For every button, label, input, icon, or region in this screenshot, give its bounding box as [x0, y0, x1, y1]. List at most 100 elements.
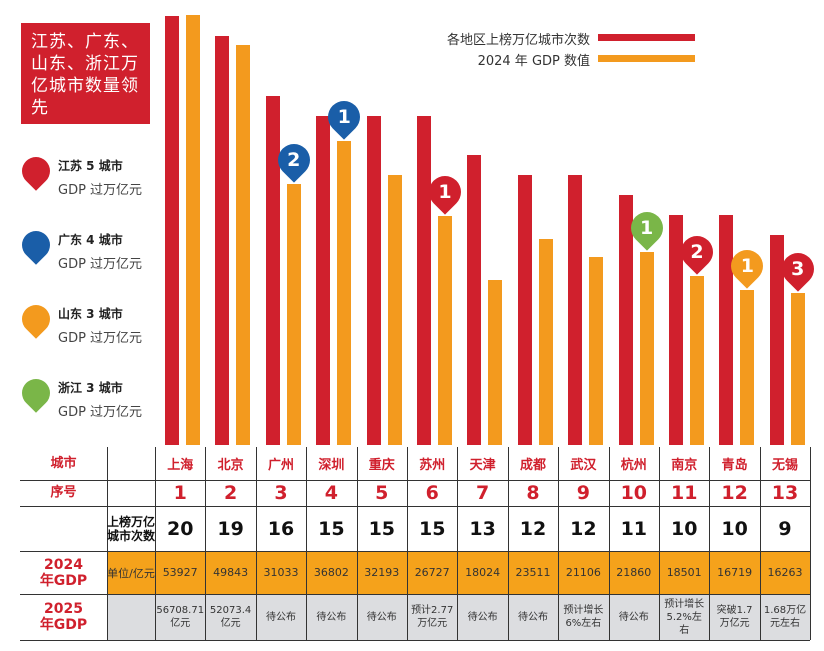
- table-divider: [20, 551, 810, 552]
- gdp2024-value: 36802: [313, 566, 349, 579]
- bar-gdp-杭州: [639, 251, 654, 445]
- gdp2024-value: 16719: [717, 566, 753, 579]
- bar-count-广州: [265, 95, 280, 445]
- rank-number: 5: [375, 482, 389, 504]
- legend-province: 江苏 5 城市 GDP 过万亿元: [16, 151, 152, 207]
- bar-count-南京: [669, 215, 683, 445]
- legend-province-name: 广东 4 城市: [58, 233, 123, 247]
- bar-gdp-北京: [236, 45, 251, 445]
- gdp2025-value: 突破1.7万亿元: [716, 605, 753, 629]
- bar-gdp-成都: [538, 239, 553, 445]
- unit-label: 单位/亿元: [107, 566, 155, 580]
- table-divider: [507, 447, 509, 640]
- bar-gdp-上海: [186, 15, 200, 445]
- gdp2025-value: 待公布: [618, 611, 649, 623]
- count-value: 12: [570, 517, 597, 540]
- city-name: 深圳: [318, 458, 345, 473]
- map-pin-number: 1: [639, 216, 654, 239]
- city-name: 南京: [671, 458, 698, 473]
- bar-gdp-武汉: [589, 257, 604, 445]
- map-pin-icon: [16, 225, 56, 265]
- gdp2025-value: 56708.71亿元: [156, 605, 205, 629]
- table-divider: [20, 480, 810, 481]
- count-value: 16: [267, 517, 295, 540]
- city-name: 苏州: [419, 458, 446, 473]
- legend-province-sub: GDP 过万亿元: [58, 257, 143, 272]
- map-pin-number: 1: [337, 106, 351, 129]
- legend-province: 广东 4 城市 GDP 过万亿元: [16, 225, 152, 281]
- legend-province: 山东 3 城市 GDP 过万亿元: [16, 299, 152, 355]
- legend-province-sub: GDP 过万亿元: [58, 183, 143, 198]
- map-pin-number: 1: [740, 254, 754, 277]
- gdp2024-value: 49843: [213, 566, 249, 579]
- gdp2025-row-bg: [107, 594, 810, 640]
- gdp2024-value: 18024: [465, 566, 501, 579]
- city-name: 青岛: [721, 458, 748, 473]
- bar-gdp-青岛: [740, 289, 755, 445]
- map-pin-number: 2: [287, 148, 301, 171]
- city-name: 重庆: [368, 458, 395, 473]
- bar-gdp-天津: [488, 279, 503, 445]
- map-pin-number: 2: [690, 241, 704, 264]
- gdp2025-value: 预计2.77万亿元: [411, 605, 454, 629]
- rank-number: 10: [620, 482, 648, 504]
- bar-count-北京: [215, 35, 230, 445]
- map-pin-number: 1: [438, 180, 452, 203]
- table-divider: [759, 447, 761, 640]
- legend-province-sub: GDP 过万亿元: [58, 331, 143, 346]
- city-name: 北京: [217, 458, 244, 473]
- map-pin-icon: [16, 151, 56, 191]
- rank-number: 9: [576, 482, 590, 504]
- rank-number: 6: [425, 482, 439, 504]
- count-value: 19: [217, 517, 244, 540]
- rank-number: 11: [670, 482, 698, 504]
- gdp2024-value: 26727: [414, 566, 450, 579]
- gdp2025-value: 待公布: [467, 611, 498, 623]
- title-box: 江苏、广东、山东、浙江万亿城市数量领先: [21, 23, 150, 124]
- legend-gdp-label: 2024 年 GDP 数值: [477, 54, 590, 69]
- bar-count-杭州: [618, 195, 633, 445]
- gdp2025-value: 待公布: [316, 611, 347, 623]
- table-divider: [20, 506, 810, 507]
- table-divider: [407, 447, 408, 640]
- table-divider: [255, 447, 257, 640]
- city-name: 成都: [519, 458, 546, 473]
- rank-number: 13: [771, 482, 799, 504]
- table-divider: [306, 447, 308, 640]
- bar-count-苏州: [417, 115, 431, 445]
- map-pin-icon: [16, 373, 56, 413]
- count-value: 15: [368, 517, 396, 540]
- gdp2024-value: 18501: [666, 566, 702, 579]
- rank-number: 4: [324, 482, 338, 504]
- rank-number: 3: [274, 482, 288, 504]
- rank-number: 8: [526, 482, 540, 504]
- count-value: 15: [418, 517, 446, 540]
- rank-number: 2: [223, 482, 238, 504]
- city-name: 武汉: [570, 458, 597, 473]
- gdp2024-value: 32193: [364, 566, 400, 579]
- count-value: 10: [721, 517, 748, 540]
- count-value: 13: [469, 517, 496, 540]
- gdp2024-row-bg: [107, 551, 810, 594]
- bar-count-上海: [165, 16, 179, 445]
- rank-number: 1: [173, 482, 187, 504]
- legend-province-name: 山东 3 城市: [58, 307, 123, 321]
- gdp2025-value: 待公布: [366, 611, 397, 623]
- count-value: 15: [318, 517, 345, 540]
- bar-count-无锡: [769, 234, 784, 445]
- table-divider: [659, 447, 660, 640]
- table-divider: [356, 447, 358, 640]
- table-divider: [155, 447, 156, 640]
- gdp2024-value: 53927: [162, 566, 198, 579]
- gdp2025-value: 待公布: [265, 611, 296, 623]
- city-name: 无锡: [771, 458, 798, 473]
- bar-count-成都: [517, 175, 532, 445]
- gdp2024-value: 21106: [565, 566, 601, 579]
- bar-gdp-南京: [690, 276, 704, 445]
- table-divider: [558, 447, 560, 640]
- row-label-city: 城市: [50, 455, 77, 471]
- city-name: 广州: [267, 458, 294, 473]
- bar-count-重庆: [366, 115, 381, 445]
- row-label-count: 上榜万亿城市次数: [107, 514, 156, 543]
- gdp2024-value: 21860: [616, 566, 652, 579]
